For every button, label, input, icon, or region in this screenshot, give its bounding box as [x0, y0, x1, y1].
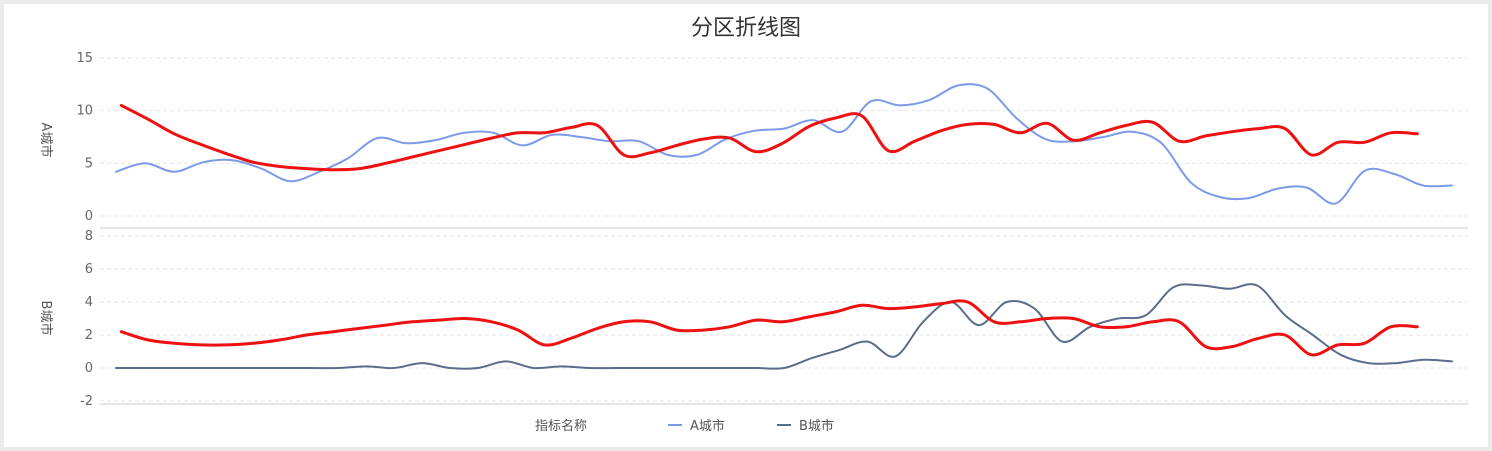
y-tick-label: 15	[76, 51, 93, 66]
ticks-a: 0 5 10 15	[76, 51, 93, 224]
panel-b-city: -2 0 2 4 6 8 B城市	[38, 229, 1468, 409]
ylabel-b-city: B城市	[38, 301, 54, 336]
series-line-a	[115, 83, 1453, 205]
y-tick-label: 4	[85, 295, 93, 310]
y-tick-label: 2	[85, 328, 93, 343]
series-line-b	[115, 283, 1453, 370]
chart-frame	[4, 4, 1488, 447]
legend-title: 指标名称	[535, 418, 587, 434]
y-tick-label: 0	[85, 209, 93, 224]
lines-b	[115, 283, 1453, 370]
ticks-b: -2 0 2 4 6 8	[80, 229, 93, 409]
legend-label-a[interactable]: A城市	[690, 418, 725, 434]
legend-label-b[interactable]: B城市	[799, 418, 834, 434]
grid-b	[100, 235, 1468, 402]
y-tick-label: -2	[80, 394, 93, 409]
chart-title: 分区折线图	[690, 16, 801, 41]
annotation-stroke	[119, 299, 1419, 357]
panel-a-city: 0 5 10 15 A城市	[38, 51, 1468, 224]
y-tick-label: 5	[85, 156, 93, 171]
y-tick-label: 10	[76, 104, 93, 119]
y-tick-label: 0	[85, 361, 93, 376]
lines-a	[115, 83, 1453, 205]
ylabel-a-city: A城市	[38, 123, 54, 158]
y-tick-label: 6	[85, 262, 93, 277]
legend: 指标名称 A城市 B城市	[535, 418, 834, 434]
annotation-stroke	[119, 103, 1419, 172]
y-tick-label: 8	[85, 229, 93, 244]
grid-a	[100, 57, 1468, 217]
